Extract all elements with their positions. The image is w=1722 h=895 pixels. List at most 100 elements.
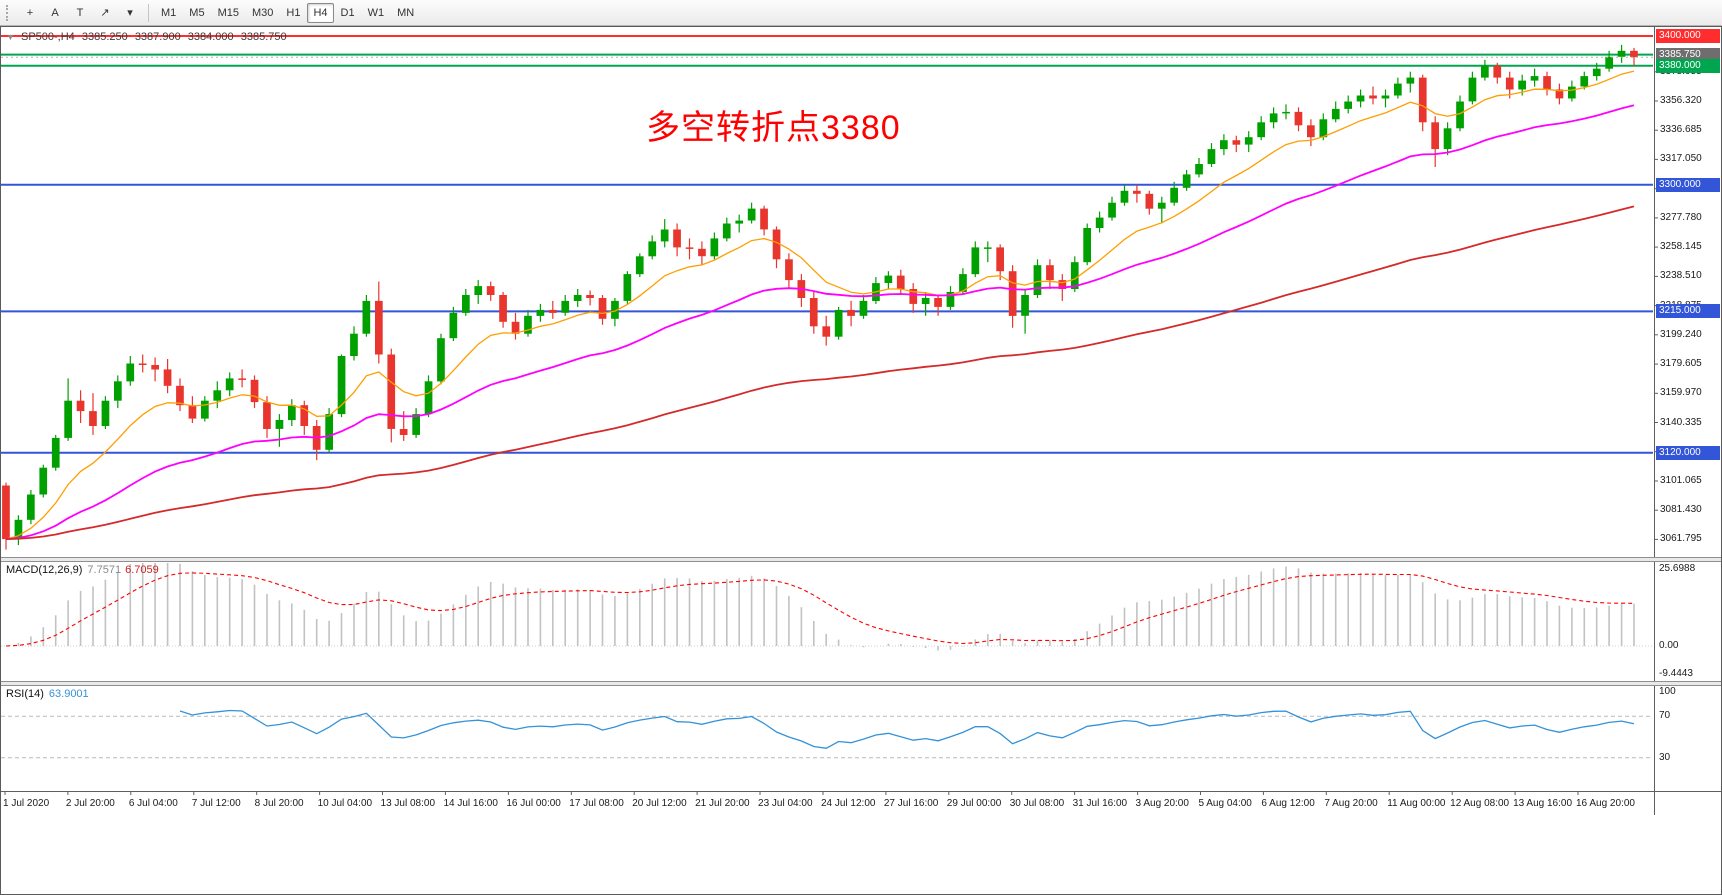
candle-body [1133,190,1141,194]
candle-body [1543,76,1551,90]
candle-body [946,292,955,307]
candle-body [89,411,97,426]
price-box-level-3300: 3300.000 [1656,177,1720,192]
timeframe-button-MN[interactable]: MN [397,6,415,19]
timeframe-button-W1[interactable]: W1 [367,6,385,19]
candle-body [151,365,159,370]
candle-body [1456,101,1464,129]
ohlc-close: 3385.750 [240,31,287,43]
candle-body [1331,108,1340,120]
price-tick-label: 3101.065 [1660,474,1702,486]
toolbar-tools: + A T ↗ ▾ [18,3,142,23]
candle-body [1170,187,1178,203]
tool-text-label[interactable]: T [76,6,84,19]
candle-body [611,300,619,319]
toolbar-grip[interactable] [6,4,11,21]
symbol-info-line: ▼ SP500-,H4 3385.250 3387.900 3384.000 3… [6,31,291,43]
candle-body [1555,89,1564,99]
candle-body [909,289,918,304]
candle-body [983,247,992,249]
price-tick-label: 3140.335 [1660,416,1702,428]
candle-body [747,208,756,221]
candle-body [76,400,85,412]
candle-body [1307,125,1315,138]
pane-splitter-2[interactable] [0,681,1722,686]
candle-body [1058,280,1067,289]
time-axis-label: 10 Jul 04:00 [317,798,373,809]
ma-slow-line [5,205,1635,540]
ohlc-high: 3387.900 [134,31,181,43]
timeframe-button-D1[interactable]: D1 [340,6,355,19]
candle-body [163,369,172,386]
timeframe-button-H1[interactable]: H1 [286,6,301,19]
candle-body [1046,265,1054,281]
rsi-axis-label: 70 [1659,710,1671,722]
candle-body [1518,80,1526,90]
candle-body [1257,122,1265,138]
candle-body [250,379,259,403]
candle-body [1580,76,1589,87]
candle-body [1120,190,1129,203]
price-tick-label: 3061.795 [1660,533,1702,545]
rsi-line [179,709,1635,749]
candle-body [1145,193,1154,209]
candle-body [138,363,147,365]
price-box-level-3120: 3120.000 [1656,445,1720,460]
candle-body [1568,86,1576,99]
time-axis-label: 8 Jul 20:00 [254,798,304,809]
candle-body [1617,50,1626,57]
tool-drawing-tools[interactable]: ↗ [100,7,110,19]
rsi-value: 63.9001 [48,688,89,700]
candle-body [549,309,557,313]
candle-body [1394,83,1402,96]
timeframe-button-M1[interactable]: M1 [161,6,177,19]
timeframe-button-M30[interactable]: M30 [251,6,274,19]
candle-body [238,378,246,380]
candle-body [499,295,507,322]
time-axis-label: 7 Aug 20:00 [1324,798,1378,809]
candle-body [1070,262,1079,289]
tool-drawing-tools-menu[interactable]: ▾ [127,7,133,19]
candle-body [449,312,458,339]
candle-body [536,309,545,316]
toolbar-separator [148,3,149,22]
rsi-axis-label: 30 [1659,751,1671,763]
pane-splitter-1[interactable] [0,557,1722,562]
tool-crosshair[interactable]: + [26,6,34,19]
rsi-indicator-label: RSI(14) 63.9001 [6,688,89,700]
time-axis-label: 3 Aug 20:00 [1135,798,1189,809]
candle-body [375,300,383,355]
timeframe-toolbar: M1 M5 M15 M30 H1 H4 D1 W1 MN [155,2,420,23]
time-axis-label: 13 Jul 08:00 [380,798,436,809]
price-tick-label: 3356.320 [1660,94,1702,106]
annotation-text[interactable]: 多空转折点3380 [646,109,901,147]
timeframe-button-M5[interactable]: M5 [189,6,205,19]
candle-body [51,437,60,468]
time-axis-label: 13 Aug 16:00 [1513,798,1573,809]
candle-body [1468,77,1477,102]
candle-body [474,286,483,295]
timeframe-button-H4[interactable]: H4 [307,2,334,23]
price-tick-label: 3179.605 [1660,358,1702,370]
candle-body [1592,68,1601,77]
time-axis-label: 7 Jul 12:00 [191,798,241,809]
candle-body [598,298,607,319]
candle-body [1033,265,1042,295]
tool-text-annotation[interactable]: A [51,6,59,19]
candle-body [1220,140,1228,150]
candle-body [1630,50,1638,58]
timeframe-button-M15[interactable]: M15 [217,6,239,19]
price-box-level-3380: 3380.000 [1656,58,1720,73]
candle-body [300,405,309,426]
candle-body [1344,101,1352,109]
candle-body [1505,77,1514,90]
candle-body [698,248,706,257]
candle-body [437,338,445,382]
ohlc-open: 3385.250 [81,31,128,43]
time-axis-label: 29 Jul 00:00 [946,798,1002,809]
ma-mid-line [5,104,1635,540]
candle-body [524,315,532,334]
candle-body [822,326,831,337]
